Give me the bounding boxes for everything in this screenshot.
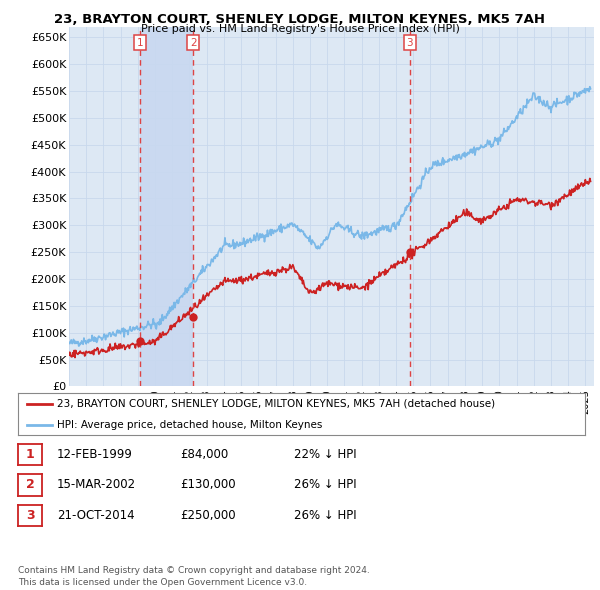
Text: 26% ↓ HPI: 26% ↓ HPI xyxy=(294,509,356,522)
Text: £250,000: £250,000 xyxy=(180,509,236,522)
Text: 26% ↓ HPI: 26% ↓ HPI xyxy=(294,478,356,491)
Text: 23, BRAYTON COURT, SHENLEY LODGE, MILTON KEYNES, MK5 7AH: 23, BRAYTON COURT, SHENLEY LODGE, MILTON… xyxy=(55,13,545,26)
Text: Price paid vs. HM Land Registry's House Price Index (HPI): Price paid vs. HM Land Registry's House … xyxy=(140,24,460,34)
Text: 22% ↓ HPI: 22% ↓ HPI xyxy=(294,448,356,461)
Text: 15-MAR-2002: 15-MAR-2002 xyxy=(57,478,136,491)
Text: 2: 2 xyxy=(190,38,196,48)
Text: £84,000: £84,000 xyxy=(180,448,228,461)
Text: 21-OCT-2014: 21-OCT-2014 xyxy=(57,509,134,522)
Text: Contains HM Land Registry data © Crown copyright and database right 2024.
This d: Contains HM Land Registry data © Crown c… xyxy=(18,566,370,587)
Text: HPI: Average price, detached house, Milton Keynes: HPI: Average price, detached house, Milt… xyxy=(56,420,322,430)
Text: 1: 1 xyxy=(137,38,143,48)
Bar xyxy=(140,27,193,386)
Text: 3: 3 xyxy=(407,38,413,48)
Text: 3: 3 xyxy=(26,509,34,522)
Text: 2: 2 xyxy=(26,478,34,491)
Text: 12-FEB-1999: 12-FEB-1999 xyxy=(57,448,133,461)
Text: 1: 1 xyxy=(26,448,34,461)
Text: £130,000: £130,000 xyxy=(180,478,236,491)
Text: 23, BRAYTON COURT, SHENLEY LODGE, MILTON KEYNES, MK5 7AH (detached house): 23, BRAYTON COURT, SHENLEY LODGE, MILTON… xyxy=(56,399,494,408)
